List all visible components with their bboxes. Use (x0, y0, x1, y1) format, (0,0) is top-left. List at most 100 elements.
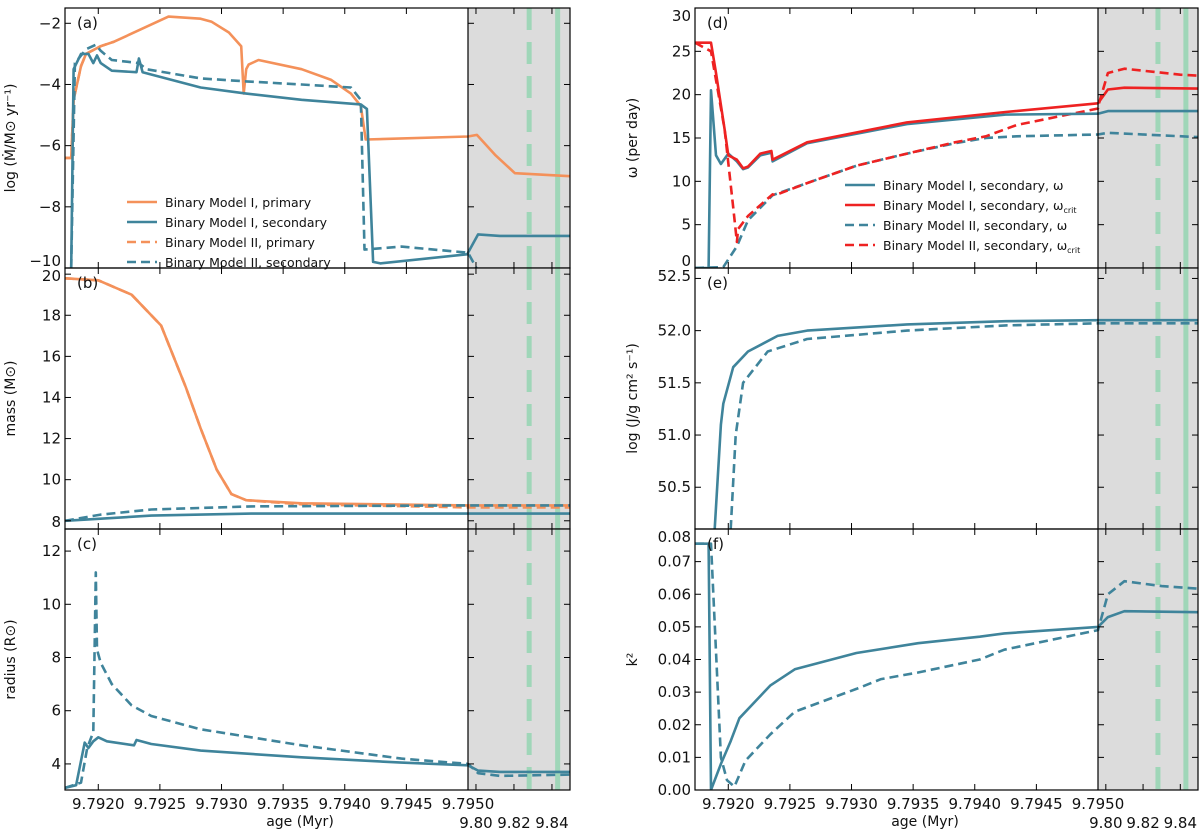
y-tick-label: 15 (672, 129, 691, 147)
y-tick-label: 8 (51, 513, 61, 531)
legend-entry-text: Binary Model I, primary (165, 195, 312, 210)
series-line-solid-1 (65, 277, 570, 507)
legend-entry-text: Binary Model II, secondary, ω (883, 238, 1067, 253)
panel-label: (a) (77, 14, 98, 32)
series-group (65, 571, 570, 790)
panel-label: (b) (77, 274, 98, 292)
y-tick-label: 18 (42, 306, 61, 324)
y-tick-label: 8 (51, 649, 61, 667)
y-axis-label: log (J/g cm² s⁻¹) (625, 343, 641, 454)
y-tick-label: 10 (672, 172, 691, 190)
y-axis-label: radius (R⊙) (3, 619, 19, 699)
x-tick-label: 9.7940 (949, 795, 1002, 813)
legend-entry: Binary Model II, secondary, ωcrit (883, 238, 1080, 255)
y-tick-label: 52.5 (658, 267, 691, 285)
legend-entry-text: Binary Model II, secondary (165, 255, 331, 270)
y-tick-label: 0.03 (658, 683, 691, 701)
x-tick-label: 9.84 (1164, 814, 1197, 832)
x-tick-label: 9.7925 (764, 795, 817, 813)
y-tick-label: 0.02 (658, 716, 691, 734)
y-tick-label: 10 (42, 595, 61, 613)
series-line-binary-model-ii-secondary- (695, 131, 1198, 268)
series-group (65, 277, 570, 523)
y-tick-label: 25 (672, 42, 691, 60)
panel-b: 8 10 12 14 16 18 20 mass (M⊙) (b) (3, 267, 571, 531)
series-group (695, 542, 1198, 790)
panel-f: 9.7920 9.7925 9.7930 9.7935 9.7940 9.7945 9.79… (625, 528, 1199, 832)
x-tick-label: 9.7925 (134, 795, 187, 813)
series-line-solid-1 (65, 736, 570, 790)
series-group (695, 41, 1198, 268)
series-line-solid-1 (713, 318, 1198, 529)
y-tick-label: 0.04 (658, 651, 691, 669)
legend-entry-text: Binary Model II, primary (165, 235, 315, 250)
legend-entry-subscript: crit (1067, 246, 1080, 255)
panel-label: (d) (707, 14, 728, 32)
shaded-region (468, 529, 570, 790)
panel-label: (c) (77, 535, 97, 553)
legend-entry: Binary Model I, secondary (165, 215, 328, 230)
y-tick-label: 0.05 (658, 618, 691, 636)
y-tick-label: 51.5 (658, 374, 691, 392)
legend: Binary Model I, primary Binary Model I, s… (127, 195, 331, 270)
y-axis-label: log (Ṁ/M⊙ yr⁻¹) (1, 84, 19, 193)
shaded-region (468, 8, 570, 268)
y-tick-label: 52.0 (658, 322, 691, 340)
y-tick-label: 5 (681, 216, 691, 234)
panel-d: 0 5 10 15 20 25 30 ω (per day) (d) Binary Model I… (625, 7, 1199, 270)
series-line-solid-3 (65, 512, 570, 523)
legend-entry-text: Binary Model I, secondary, ω (883, 178, 1063, 193)
x-tick-label: 9.80 (1089, 814, 1122, 832)
y-tick-label: −6 (39, 137, 61, 155)
y-tick-label: 14 (42, 388, 61, 406)
x-axis-label-right: age (Myr) (891, 814, 959, 830)
series-line-binary-model-ii-secondary-crit (695, 41, 1198, 244)
axes-frame (64, 528, 571, 791)
shaded-region (1098, 8, 1198, 268)
series-line-dashed-0 (729, 322, 1198, 529)
series-line-dashed-2 (65, 504, 570, 523)
x-tick-label: 9.7930 (825, 795, 878, 813)
x-axis-label-left: age (Myr) (266, 814, 334, 830)
x-tick-label: 9.7920 (702, 795, 755, 813)
shaded-region (1098, 529, 1198, 790)
legend-entry: Binary Model II, secondary (165, 255, 331, 270)
y-tick-label: 4 (51, 755, 61, 773)
x-tick-label: 9.82 (1126, 814, 1159, 832)
legend-entry-text: Binary Model I, secondary, ω (883, 198, 1063, 213)
legend-entry: Binary Model II, primary (165, 235, 315, 250)
y-tick-label: 0.07 (658, 553, 691, 571)
x-tick-label: 9.7950 (442, 795, 495, 813)
y-tick-label: 20 (42, 267, 61, 285)
series-group (713, 318, 1198, 529)
x-tick-label: 9.7930 (195, 795, 248, 813)
y-tick-label: 12 (42, 430, 61, 448)
legend-entry: Binary Model II, secondary, ω (883, 218, 1067, 233)
series-line-solid-1 (695, 542, 1198, 790)
y-tick-label: 20 (672, 86, 691, 104)
shaded-region (468, 268, 570, 529)
y-tick-label: −2 (39, 14, 61, 32)
y-tick-label: 30 (672, 7, 691, 25)
x-tick-label: 9.80 (459, 814, 492, 832)
x-tick-label: 9.7940 (319, 795, 372, 813)
x-tick-label: 9.84 (535, 814, 568, 832)
y-tick-label: 0 (681, 252, 691, 270)
panel-e: 50.5 51.0 51.5 52.0 52.5 log (J/g cm² s⁻¹) (e) (625, 267, 1199, 530)
panel-label: (f) (707, 535, 724, 553)
legend-entry: Binary Model I, primary (165, 195, 312, 210)
series-line-binary-model-i-secondary-crit (695, 41, 1198, 170)
x-tick-label: 9.7945 (1010, 795, 1063, 813)
x-tick-label: 9.82 (497, 814, 530, 832)
legend-entry-subscript: crit (1063, 206, 1076, 215)
y-tick-label: −10 (29, 252, 61, 270)
legend-entry: Binary Model I, secondary, ω (883, 178, 1063, 193)
panel-label: (e) (707, 274, 728, 292)
y-tick-label: −8 (39, 198, 61, 216)
x-tick-label: 9.7935 (257, 795, 310, 813)
x-tick-label: 9.7950 (1072, 795, 1125, 813)
legend: Binary Model I, secondary, ω Binary Model… (845, 178, 1080, 255)
y-tick-label: 0.06 (658, 585, 691, 603)
y-axis-label: k² (625, 653, 641, 667)
